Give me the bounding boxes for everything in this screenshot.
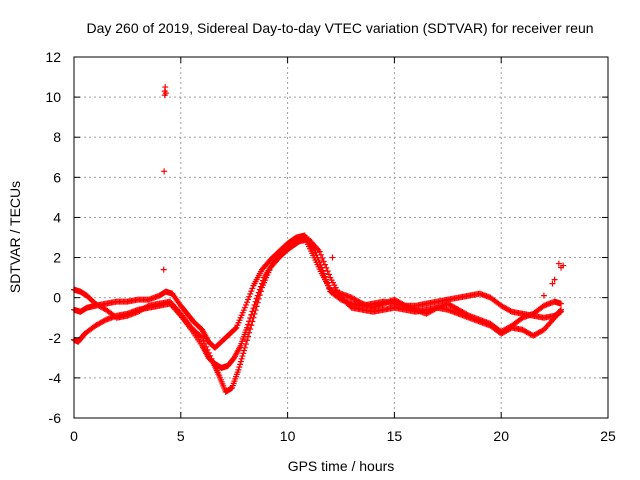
y-tick-label: 12 <box>45 49 61 65</box>
data-point <box>247 326 254 333</box>
data-point <box>205 349 212 356</box>
data-point <box>241 304 248 311</box>
x-tick-label: 20 <box>493 428 509 444</box>
data-point <box>246 293 253 300</box>
data-point <box>244 299 251 306</box>
data-point <box>323 264 330 271</box>
y-tick-label: 2 <box>53 250 61 266</box>
data-point <box>101 317 108 324</box>
data-point <box>239 353 246 360</box>
data-point <box>238 355 245 362</box>
x-tick-label: 15 <box>387 428 403 444</box>
data-point <box>235 366 242 373</box>
y-tick-label: 0 <box>53 290 61 306</box>
data-point <box>251 310 258 317</box>
data-point <box>464 311 471 318</box>
y-tick-label: -6 <box>49 410 62 426</box>
data-point <box>329 254 336 261</box>
data-point <box>432 305 439 312</box>
data-points <box>71 84 567 395</box>
data-point <box>244 324 251 331</box>
data-point <box>245 333 252 340</box>
data-point <box>249 318 256 325</box>
data-point <box>245 296 252 303</box>
data-point <box>247 290 254 297</box>
data-point <box>254 299 261 306</box>
data-point <box>248 322 255 329</box>
data-point <box>560 262 567 269</box>
data-point <box>241 347 248 354</box>
x-tick-label: 10 <box>280 428 296 444</box>
data-point <box>358 299 365 306</box>
data-point <box>400 301 407 308</box>
data-point <box>240 350 247 357</box>
data-point <box>257 288 264 295</box>
data-point <box>236 364 243 371</box>
data-point <box>199 334 206 341</box>
data-point <box>324 268 331 275</box>
data-point <box>248 288 255 295</box>
y-tick-label: 4 <box>53 209 61 225</box>
y-tick-label: -4 <box>49 370 62 386</box>
data-point <box>232 325 239 332</box>
data-point <box>162 90 169 97</box>
data-point <box>197 333 204 340</box>
data-point <box>249 285 256 292</box>
data-point <box>244 337 251 344</box>
axis-ticks: 0 5 10 15 20 25 -6 -4 -2 0 2 4 6 8 10 12 <box>45 49 616 444</box>
data-point <box>325 271 332 278</box>
data-point <box>253 303 260 310</box>
y-tick-label: 8 <box>53 129 61 145</box>
data-point <box>557 307 564 314</box>
data-point <box>549 280 556 287</box>
data-point <box>252 307 259 314</box>
data-point <box>321 261 328 268</box>
data-point <box>242 341 249 348</box>
x-tick-label: 25 <box>600 428 616 444</box>
y-axis-label: SDTVAR / TECUs <box>7 181 23 293</box>
plot-frame <box>73 56 609 419</box>
x-tick-label: 5 <box>177 428 185 444</box>
data-point <box>204 346 211 353</box>
data-point <box>256 292 263 299</box>
data-point <box>320 258 327 265</box>
y-tick-label: 10 <box>45 89 61 105</box>
data-point <box>255 295 262 302</box>
data-point <box>242 301 249 308</box>
data-point <box>246 329 253 336</box>
data-point <box>250 314 257 321</box>
data-point <box>203 343 210 350</box>
data-point <box>237 358 244 365</box>
data-point <box>540 292 547 299</box>
data-point <box>201 340 208 347</box>
x-tick-label: 0 <box>70 428 78 444</box>
data-point <box>248 311 255 318</box>
data-point <box>208 355 215 362</box>
data-point <box>245 321 252 328</box>
data-point <box>551 276 558 283</box>
data-point <box>144 303 151 310</box>
data-point <box>241 344 248 351</box>
data-point <box>507 307 514 314</box>
data-point <box>161 168 168 175</box>
y-tick-label: 6 <box>53 169 61 185</box>
data-point <box>237 361 244 368</box>
x-axis-label: GPS time / hours <box>288 458 395 474</box>
data-point <box>319 255 326 262</box>
data-point <box>317 251 324 258</box>
data-point <box>316 248 323 255</box>
data-point <box>207 352 214 359</box>
data-point <box>200 337 207 344</box>
data-point <box>160 266 167 273</box>
y-tick-label: -2 <box>49 330 62 346</box>
data-point <box>555 260 562 267</box>
data-point <box>162 84 169 91</box>
grid <box>74 57 608 418</box>
data-point <box>558 306 565 313</box>
data-point <box>558 300 565 307</box>
chart-title: Day 260 of 2019, Sidereal Day-to-day VTE… <box>86 20 593 36</box>
